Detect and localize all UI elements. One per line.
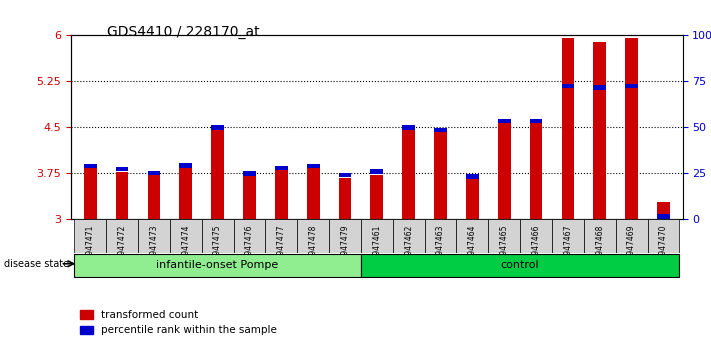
Bar	[147, 171, 160, 175]
Text: GSM947464: GSM947464	[468, 224, 477, 271]
Bar	[306, 164, 319, 168]
FancyBboxPatch shape	[552, 219, 584, 253]
Bar	[562, 84, 574, 88]
FancyBboxPatch shape	[424, 219, 456, 253]
Legend: transformed count, percentile rank within the sample: transformed count, percentile rank withi…	[76, 306, 282, 339]
Bar	[657, 202, 670, 219]
Text: GSM947478: GSM947478	[309, 224, 318, 271]
Bar	[179, 163, 192, 168]
FancyBboxPatch shape	[297, 219, 329, 253]
Bar	[338, 178, 351, 219]
Bar	[84, 164, 97, 168]
Bar	[594, 85, 606, 90]
Text: GSM947472: GSM947472	[117, 224, 127, 271]
FancyBboxPatch shape	[233, 219, 265, 253]
FancyBboxPatch shape	[202, 219, 233, 253]
Text: infantile-onset Pompe: infantile-onset Pompe	[156, 261, 279, 270]
FancyBboxPatch shape	[361, 254, 680, 277]
Text: control: control	[501, 261, 540, 270]
Text: GDS4410 / 228170_at: GDS4410 / 228170_at	[107, 25, 260, 39]
Bar	[306, 168, 319, 219]
Bar	[594, 41, 606, 219]
Bar	[657, 214, 670, 218]
Bar	[402, 129, 415, 219]
Bar	[562, 38, 574, 219]
Bar	[434, 132, 447, 219]
Text: GSM947473: GSM947473	[149, 224, 159, 271]
FancyBboxPatch shape	[74, 219, 106, 253]
Bar	[466, 175, 479, 219]
Bar	[211, 125, 224, 130]
Bar	[338, 173, 351, 177]
Text: GSM947475: GSM947475	[213, 224, 222, 271]
FancyBboxPatch shape	[106, 219, 138, 253]
Text: GSM947474: GSM947474	[181, 224, 191, 271]
Bar	[625, 39, 638, 219]
FancyBboxPatch shape	[648, 219, 680, 253]
Bar	[370, 175, 383, 219]
Bar	[625, 84, 638, 88]
Text: GSM947477: GSM947477	[277, 224, 286, 271]
FancyBboxPatch shape	[456, 219, 488, 253]
FancyBboxPatch shape	[170, 219, 202, 253]
FancyBboxPatch shape	[74, 254, 361, 277]
Bar	[116, 172, 129, 219]
Text: GSM947462: GSM947462	[404, 224, 413, 271]
Bar	[179, 167, 192, 219]
FancyBboxPatch shape	[138, 219, 170, 253]
Text: GSM947465: GSM947465	[500, 224, 508, 271]
Text: GSM947467: GSM947467	[563, 224, 572, 271]
FancyBboxPatch shape	[361, 219, 392, 253]
Bar	[147, 173, 160, 219]
Bar	[84, 167, 97, 219]
Text: GSM947466: GSM947466	[532, 224, 540, 271]
Text: disease state: disease state	[4, 259, 69, 269]
Text: GSM947471: GSM947471	[86, 224, 95, 271]
FancyBboxPatch shape	[329, 219, 361, 253]
Bar	[530, 122, 542, 219]
Bar	[116, 167, 129, 171]
Text: GSM947476: GSM947476	[245, 224, 254, 271]
FancyBboxPatch shape	[584, 219, 616, 253]
Text: GSM947461: GSM947461	[373, 224, 381, 271]
Bar	[211, 129, 224, 219]
Bar	[530, 119, 542, 124]
Bar	[243, 175, 256, 219]
Text: GSM947468: GSM947468	[595, 224, 604, 271]
Text: GSM947479: GSM947479	[341, 224, 350, 271]
FancyBboxPatch shape	[616, 219, 648, 253]
FancyBboxPatch shape	[265, 219, 297, 253]
Text: GSM947463: GSM947463	[436, 224, 445, 271]
Bar	[275, 169, 288, 219]
Bar	[275, 166, 288, 170]
Bar	[402, 125, 415, 130]
Text: GSM947470: GSM947470	[659, 224, 668, 271]
FancyBboxPatch shape	[392, 219, 424, 253]
Bar	[498, 119, 510, 124]
Bar	[466, 175, 479, 179]
FancyBboxPatch shape	[488, 219, 520, 253]
Bar	[434, 128, 447, 132]
Bar	[498, 122, 510, 219]
Text: GSM947469: GSM947469	[627, 224, 636, 271]
Bar	[243, 171, 256, 176]
Bar	[370, 170, 383, 174]
FancyBboxPatch shape	[520, 219, 552, 253]
